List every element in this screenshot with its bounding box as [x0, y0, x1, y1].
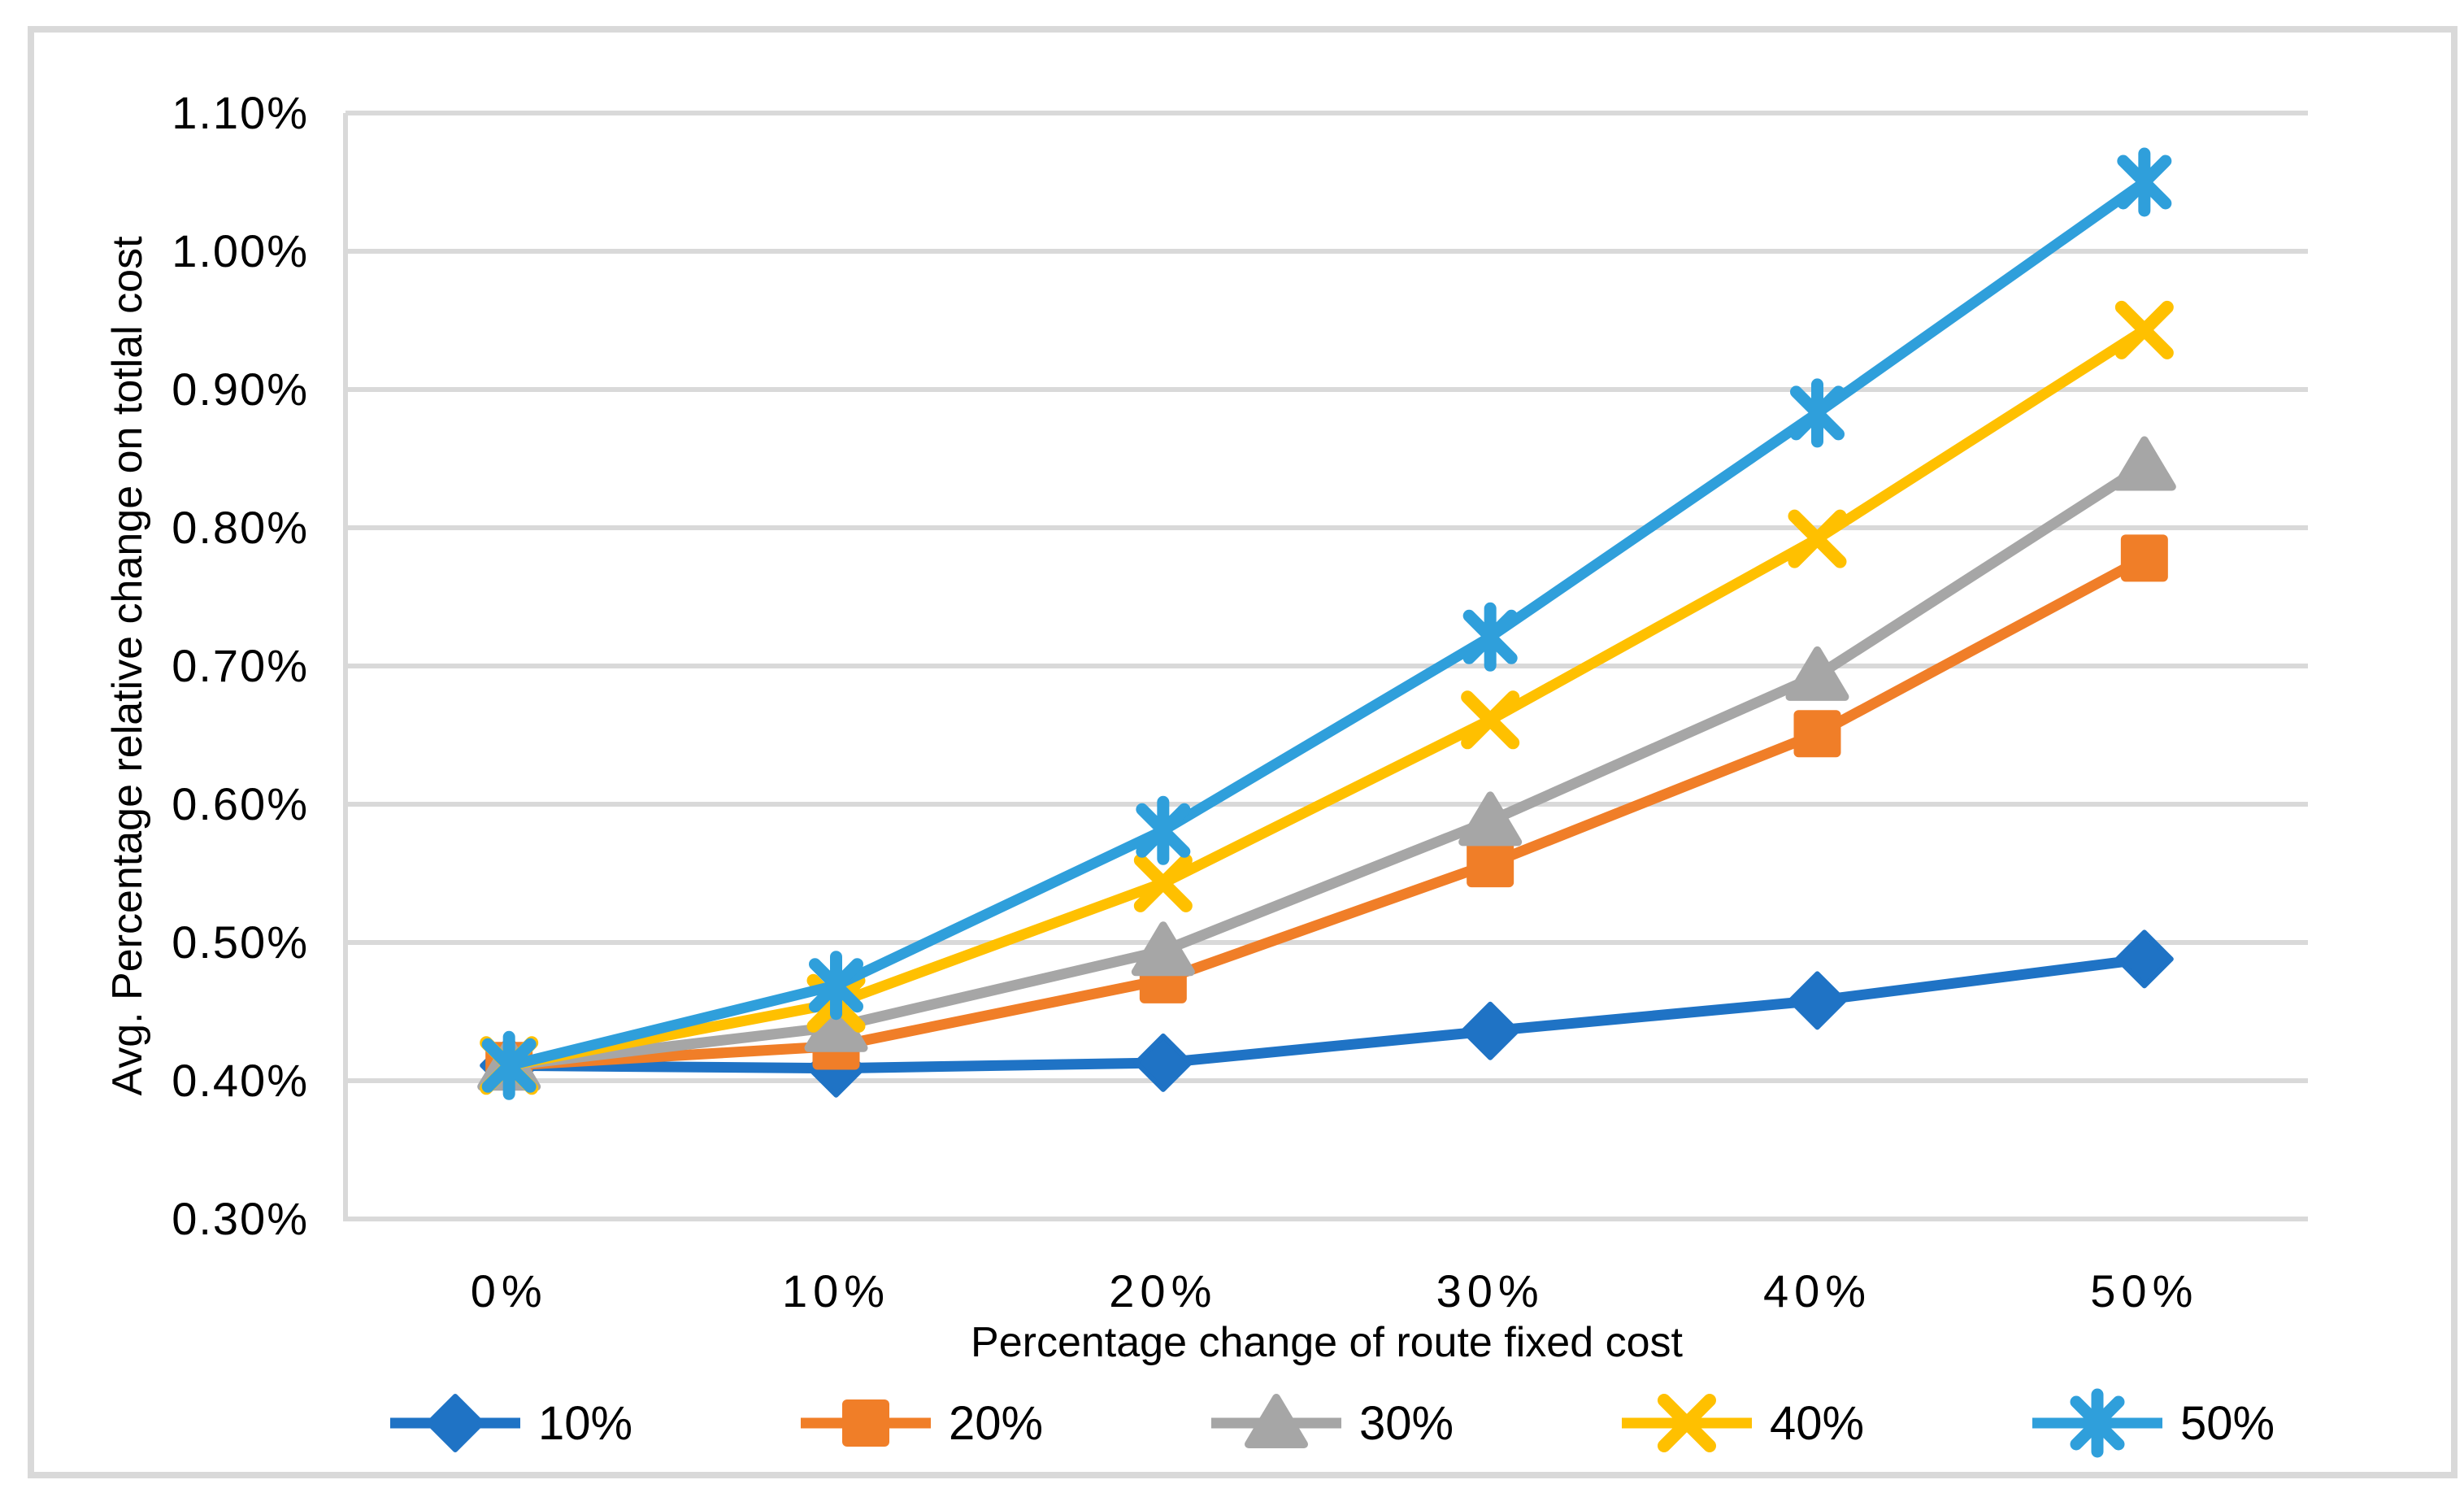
- diamond-marker: [1461, 1001, 1520, 1060]
- legend-item-20%: 20%: [801, 1397, 1043, 1450]
- x-marker: [1658, 1394, 1716, 1452]
- y-tick-label: 0.30%: [172, 1193, 309, 1244]
- asterisk-shape: [2070, 1388, 2125, 1458]
- asterisk-shape: [1790, 378, 1845, 448]
- series-line: [503, 953, 2150, 1074]
- square-shape: [1467, 840, 1514, 888]
- y-tick-label: 0.50%: [172, 916, 309, 968]
- asterisk-shape: [1136, 795, 1191, 865]
- square-marker: [1467, 840, 1514, 888]
- triangle-marker: [1458, 791, 1523, 847]
- y-axis-title: Avg. Percentage relative change on totla…: [104, 236, 151, 1096]
- x-tick-label: 30%: [1436, 1265, 1545, 1317]
- square-shape: [2120, 534, 2168, 582]
- square-shape: [1793, 710, 1841, 758]
- x-axis-title: Percentage change of route fixed cost: [971, 1319, 1683, 1366]
- asterisk-shape: [2117, 147, 2172, 217]
- series-line: [503, 324, 2150, 1071]
- diamond-marker: [426, 1394, 485, 1452]
- square-marker: [2120, 534, 2168, 582]
- x-tick-label: 20%: [1109, 1265, 1217, 1317]
- asterisk-marker: [2070, 1388, 2125, 1458]
- triangle-shape: [1131, 921, 1195, 977]
- series-line: [503, 552, 2150, 1071]
- y-tick-label: 1.00%: [172, 225, 309, 276]
- legend-label: 50%: [2180, 1397, 2275, 1450]
- y-tick-label: 0.60%: [172, 778, 309, 829]
- square-marker: [842, 1399, 889, 1447]
- x-marker: [2114, 300, 2174, 359]
- asterisk-marker: [2117, 147, 2172, 217]
- series-layer: [477, 147, 2176, 1100]
- diamond-shape: [1461, 1001, 1520, 1060]
- y-tick-label: 0.90%: [172, 363, 309, 415]
- square-marker: [1793, 710, 1841, 758]
- x-shape: [1461, 690, 1520, 750]
- diamond-marker: [1788, 971, 1847, 1030]
- y-tick-label: 1.10%: [172, 87, 309, 138]
- x-shape: [2114, 300, 2174, 359]
- legend-item-50%: 50%: [2032, 1388, 2275, 1458]
- diamond-marker: [1133, 1033, 1193, 1092]
- gridlines-layer: [345, 111, 2308, 1221]
- asterisk-marker: [1136, 795, 1191, 865]
- x-shape: [1658, 1394, 1716, 1452]
- triangle-shape: [1458, 791, 1523, 847]
- x-tick-label: 0%: [471, 1265, 548, 1317]
- legend-label: 30%: [1359, 1397, 1454, 1450]
- y-tick-label: 0.40%: [172, 1055, 309, 1106]
- triangle-shape: [1245, 1394, 1308, 1448]
- legend-label: 10%: [538, 1397, 632, 1450]
- asterisk-shape: [809, 951, 863, 1021]
- asterisk-marker: [481, 1030, 537, 1100]
- legend: 10% 20% 30% 40% 50%: [390, 1388, 2275, 1458]
- triangle-shape: [2112, 436, 2176, 491]
- y-tick-label: 0.70%: [172, 640, 309, 691]
- asterisk-shape: [481, 1030, 537, 1100]
- triangle-marker: [2112, 436, 2176, 491]
- asterisk-shape: [1462, 602, 1518, 672]
- triangle-marker: [1131, 921, 1195, 977]
- triangle-marker: [1785, 646, 1849, 701]
- diamond-marker: [2114, 929, 2174, 989]
- x-tick-label: 50%: [2090, 1265, 2198, 1317]
- diamond-shape: [2114, 929, 2174, 989]
- diamond-shape: [426, 1394, 485, 1452]
- series-line: [503, 176, 2150, 1071]
- diamond-shape: [1133, 1033, 1193, 1092]
- diamond-shape: [1788, 971, 1847, 1030]
- x-marker: [1461, 690, 1520, 750]
- x-tick-label: 40%: [1763, 1265, 1871, 1317]
- asterisk-marker: [809, 951, 863, 1021]
- x-tick-labels: 0% 10% 20% 30% 40% 50%: [471, 1265, 2198, 1317]
- y-tick-labels: 0.30% 0.40% 0.50% 0.60% 0.70% 0.80% 0.90% 1.00%…: [172, 87, 309, 1244]
- legend-label: 40%: [1770, 1397, 1864, 1450]
- x-tick-label: 10%: [782, 1265, 890, 1317]
- outer-border: [28, 26, 2457, 1478]
- legend-item-10%: 10%: [390, 1394, 632, 1452]
- x-shape: [1133, 853, 1193, 912]
- triangle-marker: [1245, 1394, 1308, 1448]
- asterisk-marker: [1462, 602, 1518, 672]
- asterisk-marker: [1790, 378, 1845, 448]
- legend-label: 20%: [949, 1397, 1043, 1450]
- x-marker: [1788, 509, 1847, 568]
- square-shape: [842, 1399, 889, 1447]
- x-shape: [1788, 509, 1847, 568]
- legend-item-40%: 40%: [1622, 1394, 1864, 1452]
- y-tick-label: 0.80%: [172, 502, 309, 553]
- series-line: [503, 460, 2150, 1071]
- triangle-shape: [1785, 646, 1849, 701]
- legend-item-30%: 30%: [1211, 1394, 1454, 1450]
- series-50%: [481, 147, 2172, 1100]
- x-marker: [1133, 853, 1193, 912]
